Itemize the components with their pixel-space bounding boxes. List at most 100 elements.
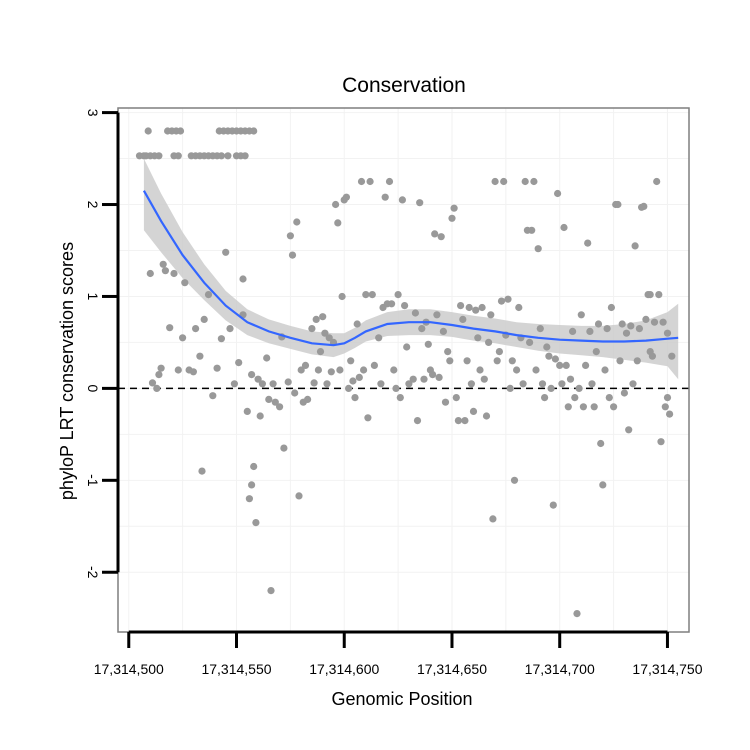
- data-point: [342, 193, 350, 201]
- data-point: [566, 375, 575, 383]
- data-point: [258, 380, 266, 388]
- data-point: [463, 357, 471, 365]
- data-point: [411, 309, 419, 317]
- data-point: [474, 334, 482, 342]
- data-point: [155, 371, 163, 379]
- data-point: [267, 587, 275, 595]
- data-point: [189, 368, 197, 376]
- x-tick-label: 17,314,550: [201, 661, 271, 677]
- data-point: [573, 610, 581, 618]
- data-point: [146, 269, 154, 278]
- data-point: [403, 343, 411, 351]
- data-point: [536, 325, 544, 333]
- data-point: [487, 311, 495, 319]
- data-point: [243, 407, 251, 415]
- data-point: [482, 412, 491, 420]
- data-point: [271, 398, 279, 406]
- data-point: [295, 492, 303, 500]
- data-point: [562, 361, 570, 369]
- data-point: [437, 233, 445, 241]
- data-point: [357, 177, 366, 186]
- data-point: [239, 275, 247, 283]
- y-tick-label: 1: [85, 293, 101, 301]
- data-point: [646, 291, 654, 299]
- data-point: [310, 379, 318, 387]
- data-point: [217, 335, 225, 343]
- data-point: [174, 152, 182, 160]
- data-point: [493, 357, 501, 365]
- data-point: [478, 303, 486, 312]
- data-point: [446, 357, 454, 365]
- data-point: [594, 320, 603, 328]
- data-point: [291, 389, 299, 397]
- data-point: [663, 329, 672, 337]
- x-tick-label: 17,314,750: [632, 661, 702, 677]
- data-point: [368, 291, 376, 299]
- data-point: [601, 366, 609, 374]
- data-point: [532, 366, 540, 374]
- data-point: [459, 315, 467, 323]
- data-point: [351, 394, 359, 402]
- data-point: [226, 325, 234, 333]
- data-point: [230, 380, 238, 388]
- grid-lines: [118, 108, 689, 632]
- data-point: [250, 462, 258, 471]
- data-point: [603, 325, 611, 333]
- data-point: [148, 379, 157, 387]
- data-point: [653, 177, 661, 186]
- data-point: [560, 223, 568, 232]
- data-point: [571, 394, 579, 402]
- data-point: [469, 407, 478, 415]
- data-point: [265, 395, 273, 403]
- data-point: [655, 291, 663, 299]
- data-point: [200, 315, 208, 323]
- loess-fit-line: [142, 190, 679, 347]
- data-point: [263, 354, 271, 362]
- data-point: [381, 193, 389, 201]
- data-point: [457, 302, 465, 310]
- data-point: [659, 318, 667, 326]
- data-point: [213, 364, 221, 372]
- data-point: [245, 495, 253, 503]
- data-point: [248, 371, 256, 379]
- data-point: [316, 348, 325, 356]
- data-point: [420, 375, 428, 383]
- data-point: [345, 384, 353, 392]
- data-point: [454, 417, 462, 425]
- data-point: [280, 444, 288, 452]
- data-point: [590, 403, 598, 411]
- data-point: [551, 355, 560, 363]
- data-point: [250, 127, 258, 135]
- data-point: [648, 352, 657, 360]
- data-point: [485, 338, 493, 346]
- data-point: [332, 200, 340, 209]
- data-point: [181, 279, 189, 287]
- data-point: [579, 403, 588, 411]
- data-point: [592, 348, 600, 356]
- data-point: [392, 384, 400, 392]
- data-point: [347, 357, 355, 365]
- data-point: [269, 380, 277, 388]
- data-point: [635, 325, 644, 333]
- data-point: [405, 380, 413, 388]
- x-tick-label: 17,314,650: [417, 661, 487, 677]
- data-point: [661, 403, 669, 411]
- data-point: [461, 417, 469, 425]
- data-point: [625, 426, 633, 434]
- data-point: [338, 292, 346, 301]
- data-point: [497, 297, 506, 305]
- data-point: [605, 394, 613, 402]
- data-point: [607, 303, 616, 312]
- data-point: [370, 361, 378, 369]
- data-point: [323, 380, 331, 388]
- data-point: [472, 306, 480, 314]
- data-point: [416, 199, 424, 207]
- data-point: [398, 196, 406, 204]
- data-point: [235, 359, 243, 367]
- data-point: [224, 152, 232, 160]
- data-point: [554, 189, 562, 198]
- data-point: [650, 318, 659, 326]
- data-point: [476, 366, 484, 374]
- data-point: [166, 324, 174, 332]
- data-point: [577, 311, 585, 319]
